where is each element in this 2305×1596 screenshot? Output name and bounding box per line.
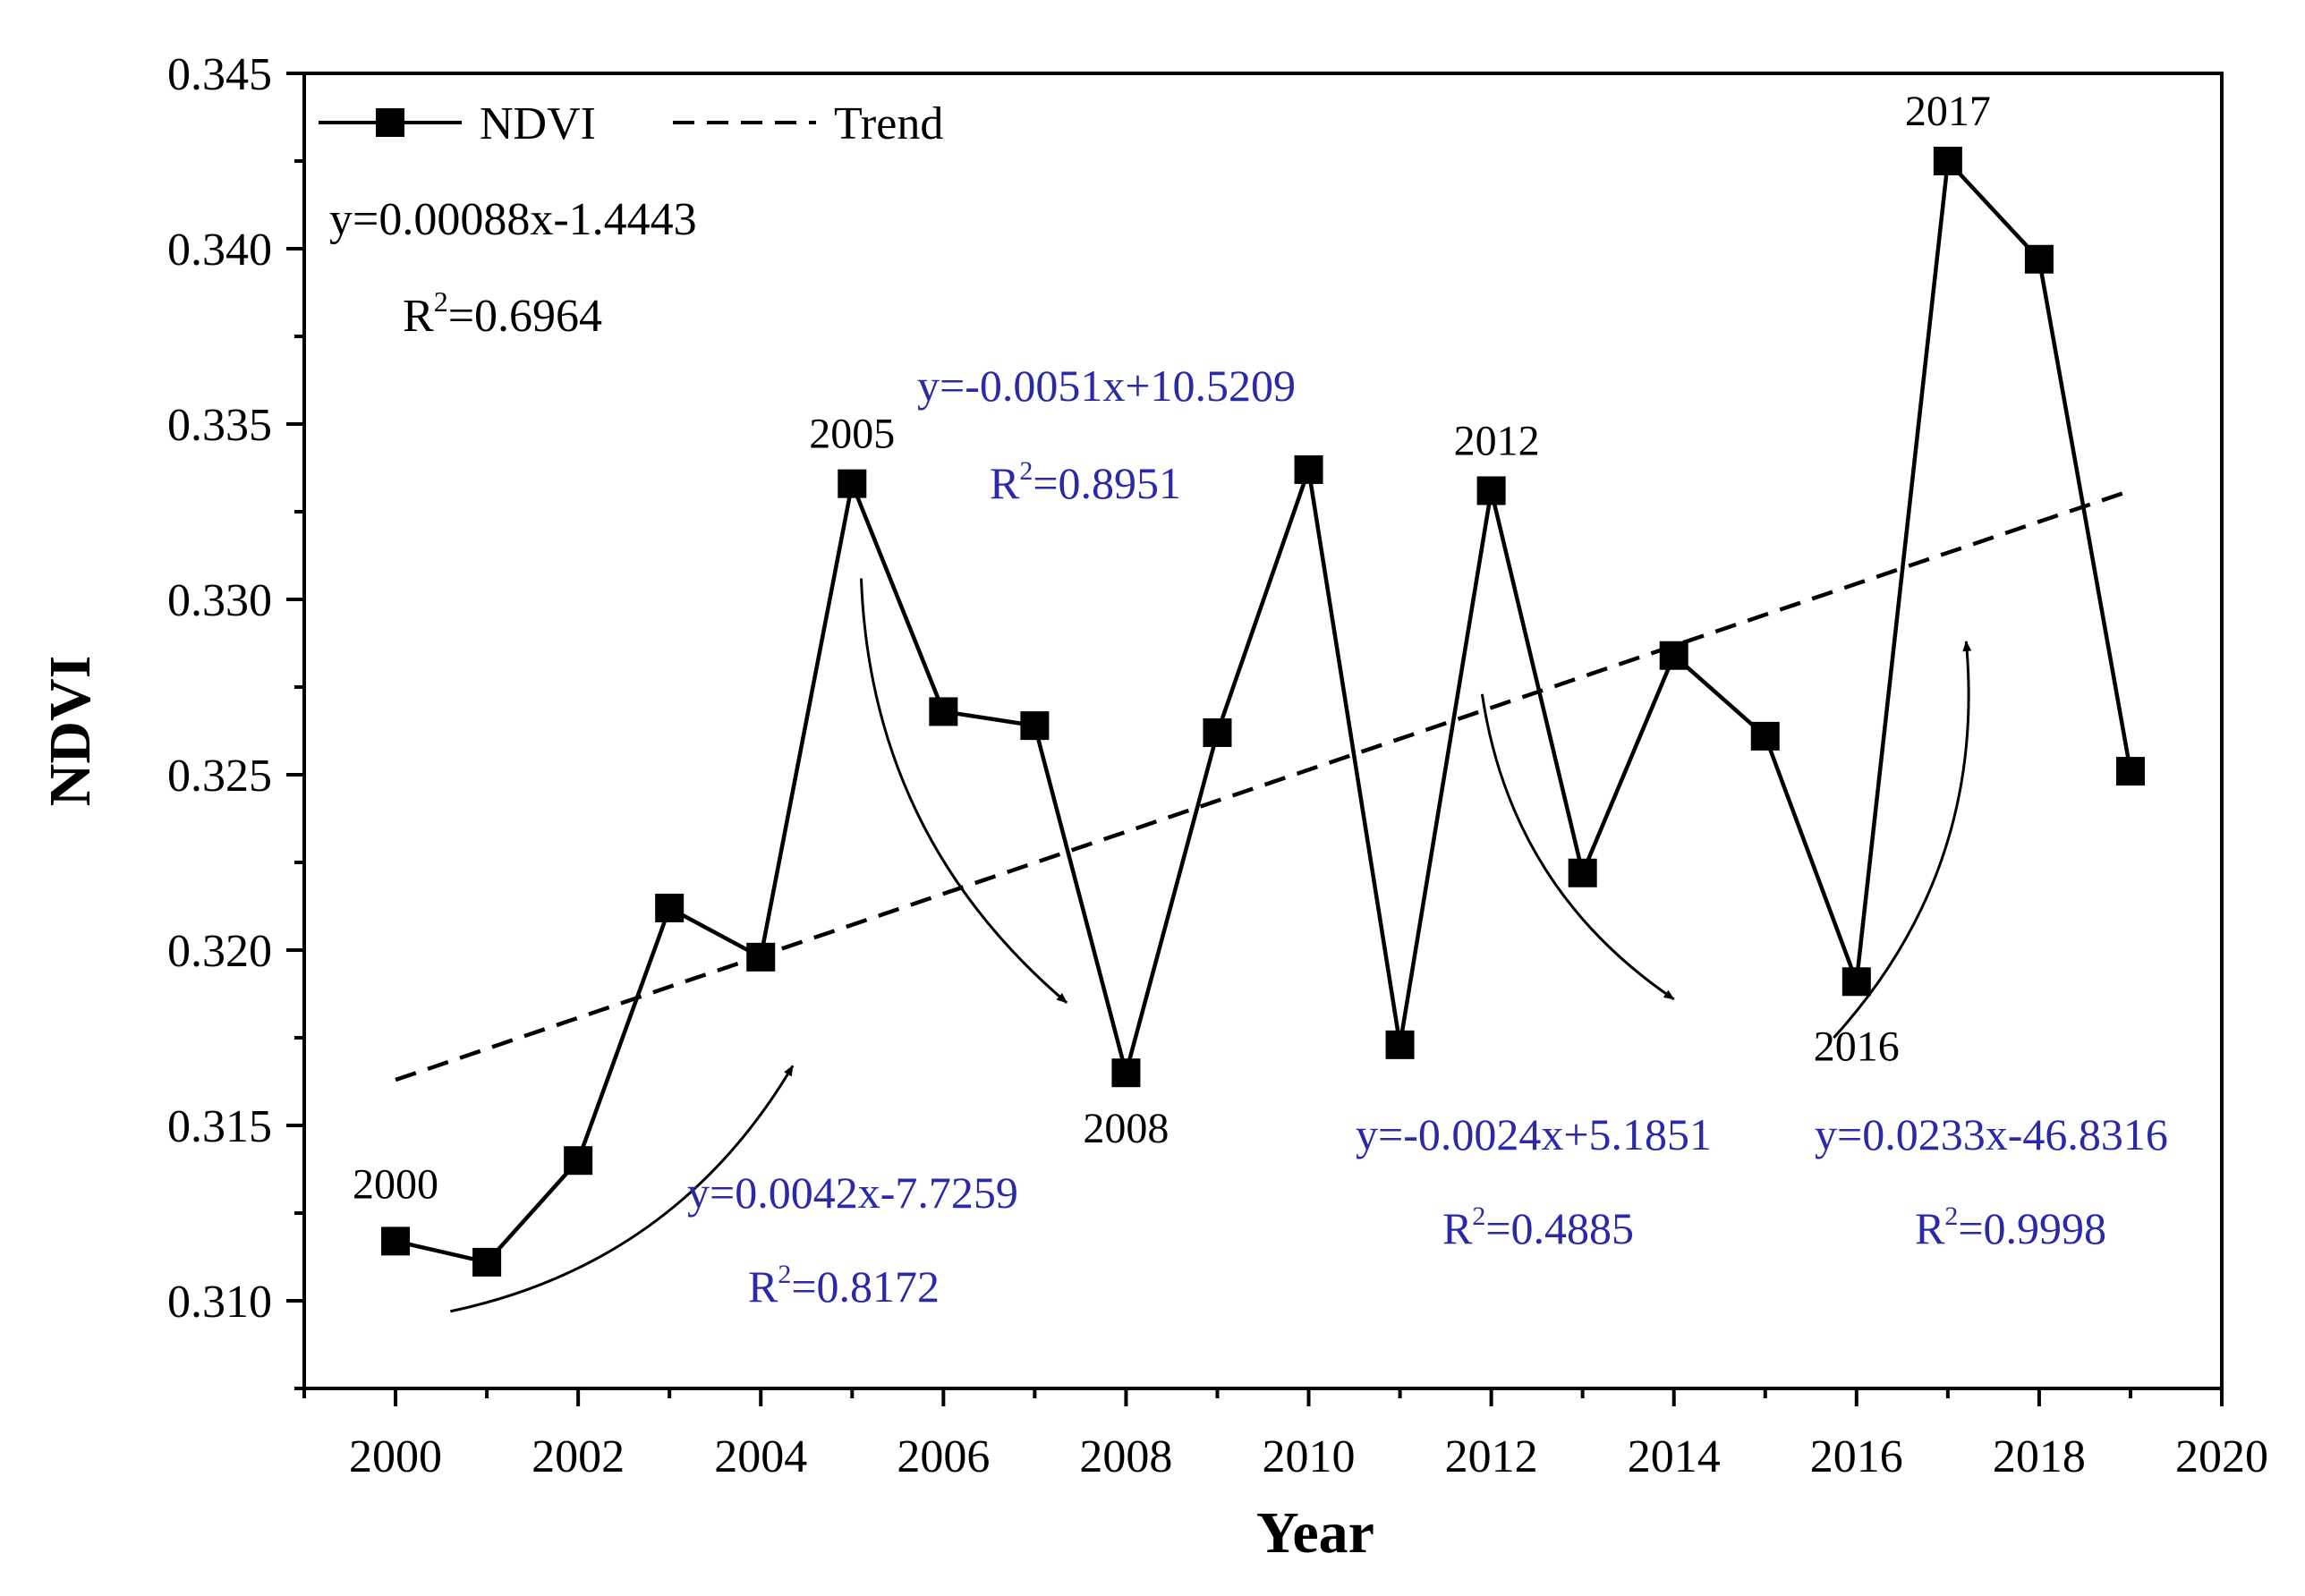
ndvi-point	[2115, 757, 2145, 786]
ndvi-point	[1841, 967, 1871, 997]
ndvi-point	[838, 469, 867, 498]
segment-arrow-2005-2008	[860, 578, 1068, 1004]
segment-2005-2008-r2-value: =0.8951	[1033, 458, 1181, 508]
segment-2000-2005-r2: R2=0.8172	[748, 1260, 940, 1312]
ndvi-point	[2024, 244, 2054, 274]
ndvi-series-line	[395, 156, 2133, 1265]
segment-2005-2008-r2-prefix: R	[990, 458, 1020, 508]
x-tick-label: 2014	[1628, 1431, 1721, 1482]
y-tick-label: 0.310	[167, 1277, 272, 1328]
point-label-2016: 2016	[1814, 1023, 1900, 1070]
ndvi-point	[1203, 717, 1232, 747]
segment-2000-2005-r2-prefix: R	[748, 1261, 778, 1312]
x-tick-label: 2020	[2175, 1431, 2268, 1482]
segment-2016-2017-equation: y=0.0233x-46.8316	[1815, 1109, 2168, 1159]
segment-2016-2017-r2-prefix: R	[1915, 1203, 1945, 1253]
ndvi-point	[1111, 1058, 1141, 1088]
x-tick-label: 2012	[1445, 1431, 1538, 1482]
x-axis-ticks: 2000 2002 2004 2006 2008 2010 2012 2014 2016 2018…	[302, 1388, 2268, 1482]
plot-frame	[302, 72, 2224, 1390]
segment-fit-annotations: y=0.0042x-7.7259 R2=0.8172 y=-0.0051x+10…	[687, 361, 2168, 1312]
legend: NDVI Trend	[319, 98, 943, 149]
ndvi-point	[655, 893, 685, 922]
y-axis-ticks: 0.310 0.315 0.320 0.325 0.330 0.335 0.340 0.345	[167, 49, 304, 1390]
x-tick-label: 2016	[1810, 1431, 1903, 1482]
legend-ndvi-marker	[376, 108, 404, 137]
segment-2016-2017-r2-value: =0.9998	[1958, 1203, 2106, 1253]
segment-arrow-2012-2014	[1480, 693, 1675, 1001]
segment-2012-2014-r2-prefix: R	[1442, 1203, 1473, 1253]
point-label-2008: 2008	[1083, 1105, 1169, 1152]
y-tick-label: 0.330	[167, 575, 272, 626]
x-tick-label: 2006	[897, 1431, 990, 1482]
y-tick-label: 0.335	[167, 400, 272, 451]
segment-arrows	[449, 578, 1972, 1313]
ndvi-point	[746, 942, 776, 972]
segment-2005-2008-r2-superscript: 2	[1019, 456, 1033, 486]
ndvi-point	[929, 697, 958, 726]
legend-trend-label: Trend	[834, 98, 943, 149]
y-tick-label: 0.325	[167, 751, 272, 802]
segment-2000-2005-r2-value: =0.8172	[791, 1261, 940, 1312]
segment-arrow-2000-2005	[449, 1065, 795, 1313]
ndvi-point	[1659, 641, 1688, 670]
point-label-2017: 2017	[1905, 88, 1991, 135]
x-tick-label: 2002	[532, 1431, 625, 1482]
ndvi-point	[1476, 476, 1506, 505]
ndvi-series-layer	[381, 147, 2145, 1277]
segment-2012-2014-r2-superscript: 2	[1472, 1201, 1485, 1231]
segment-2000-2005-equation: y=0.0042x-7.7259	[687, 1167, 1018, 1218]
ndvi-point	[564, 1146, 593, 1176]
x-tick-label: 2000	[349, 1431, 442, 1482]
ndvi-point	[1385, 1030, 1415, 1059]
segment-2005-2008-equation: y=-0.0051x+10.5209	[917, 361, 1296, 411]
ndvi-point	[381, 1227, 411, 1256]
segment-2012-2014-equation: y=-0.0024x+5.1851	[1356, 1109, 1712, 1159]
segment-2016-2017-r2-superscript: 2	[1944, 1201, 1958, 1231]
overall-r2-value: =0.6964	[448, 291, 602, 342]
segment-arrow-2016-2017	[1833, 641, 1972, 1040]
legend-ndvi-label: NDVI	[480, 98, 596, 149]
y-tick-label: 0.315	[167, 1101, 272, 1152]
x-tick-label: 2004	[714, 1431, 807, 1482]
overall-fit-equation: y=0.00088x-1.4443	[329, 194, 697, 245]
ndvi-point	[1294, 454, 1323, 484]
overall-r2-superscript: 2	[434, 285, 448, 318]
y-tick-label: 0.345	[167, 49, 272, 100]
segment-2005-2008-r2: R2=0.8951	[990, 456, 1181, 508]
ndvi-point	[1933, 147, 1962, 175]
x-axis-label: Year	[1256, 1500, 1374, 1566]
segment-2000-2005-r2-superscript: 2	[778, 1260, 791, 1289]
point-label-2005: 2005	[809, 411, 895, 458]
point-label-2012: 2012	[1454, 417, 1540, 464]
y-tick-label: 0.340	[167, 225, 272, 276]
y-axis-label: NDVI	[38, 656, 103, 807]
point-label-2000: 2000	[353, 1160, 438, 1208]
point-labels: 2000 2005 2008 2012 2016 2017	[353, 88, 1991, 1208]
ndvi-point	[1568, 858, 1597, 887]
segment-2012-2014-r2: R2=0.4885	[1442, 1201, 1634, 1253]
overall-r2-prefix: R	[403, 291, 434, 342]
x-tick-label: 2018	[1993, 1431, 2086, 1482]
x-tick-label: 2010	[1263, 1431, 1356, 1482]
ndvi-point	[472, 1247, 502, 1277]
segment-2012-2014-r2-value: =0.4885	[1485, 1203, 1634, 1253]
overall-fit-r2: R2=0.6964	[403, 285, 602, 342]
ndvi-point	[1020, 711, 1050, 741]
ndvi-point	[1750, 721, 1780, 751]
x-tick-label: 2008	[1079, 1431, 1172, 1482]
y-tick-label: 0.320	[167, 926, 272, 977]
segment-2016-2017-r2: R2=0.9998	[1915, 1201, 2106, 1253]
